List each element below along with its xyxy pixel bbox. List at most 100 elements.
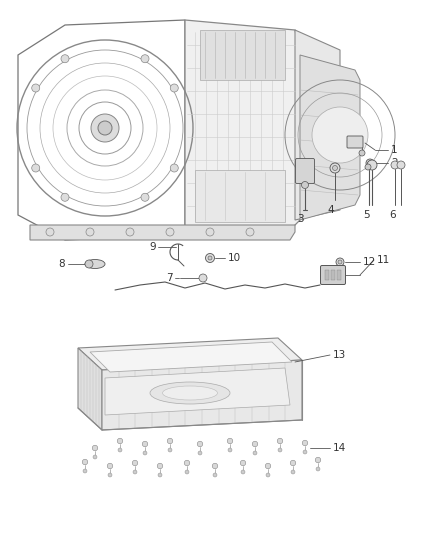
Circle shape <box>336 258 344 266</box>
Circle shape <box>367 160 377 170</box>
Circle shape <box>208 256 212 260</box>
Circle shape <box>158 473 162 477</box>
Bar <box>325 270 329 280</box>
Circle shape <box>108 473 112 477</box>
Text: 8: 8 <box>58 259 65 269</box>
Circle shape <box>32 164 40 172</box>
Circle shape <box>332 166 338 171</box>
Circle shape <box>290 461 296 466</box>
Text: 2: 2 <box>391 158 398 168</box>
Circle shape <box>185 470 189 474</box>
Circle shape <box>126 228 134 236</box>
Bar <box>337 270 341 280</box>
Circle shape <box>170 164 178 172</box>
Circle shape <box>312 107 368 163</box>
Circle shape <box>168 448 172 452</box>
Circle shape <box>316 467 320 471</box>
Circle shape <box>291 470 295 474</box>
Text: 14: 14 <box>333 443 346 453</box>
Circle shape <box>83 469 87 473</box>
Circle shape <box>368 161 372 165</box>
Circle shape <box>205 254 215 262</box>
Circle shape <box>132 461 138 466</box>
Polygon shape <box>30 225 295 240</box>
Polygon shape <box>90 342 292 372</box>
Circle shape <box>61 193 69 201</box>
Circle shape <box>266 473 270 477</box>
Circle shape <box>86 228 94 236</box>
Text: 6: 6 <box>390 210 396 220</box>
Circle shape <box>277 438 283 444</box>
Ellipse shape <box>150 382 230 404</box>
Circle shape <box>85 260 93 268</box>
Circle shape <box>141 55 149 63</box>
Circle shape <box>107 463 113 469</box>
Polygon shape <box>105 368 290 415</box>
Circle shape <box>61 55 69 63</box>
FancyBboxPatch shape <box>321 265 346 285</box>
Circle shape <box>206 228 214 236</box>
Ellipse shape <box>162 386 218 400</box>
Text: 5: 5 <box>364 210 370 220</box>
Text: 13: 13 <box>333 350 346 360</box>
Circle shape <box>157 463 163 469</box>
FancyBboxPatch shape <box>347 136 363 148</box>
Circle shape <box>278 448 282 452</box>
Text: 3: 3 <box>297 214 303 224</box>
Circle shape <box>391 161 399 169</box>
Circle shape <box>91 114 119 142</box>
Circle shape <box>330 163 340 173</box>
Circle shape <box>184 461 190 466</box>
Circle shape <box>338 260 342 264</box>
Text: 12: 12 <box>363 257 376 267</box>
Polygon shape <box>185 20 300 235</box>
Ellipse shape <box>85 260 105 269</box>
Circle shape <box>143 451 147 455</box>
Circle shape <box>93 455 97 459</box>
Circle shape <box>315 457 321 463</box>
Circle shape <box>92 445 98 451</box>
Circle shape <box>199 274 207 282</box>
Circle shape <box>46 228 54 236</box>
Circle shape <box>166 228 174 236</box>
Circle shape <box>365 164 371 170</box>
Circle shape <box>240 461 246 466</box>
Text: 10: 10 <box>228 253 241 263</box>
FancyBboxPatch shape <box>296 158 314 183</box>
Polygon shape <box>295 30 340 220</box>
Bar <box>200 30 285 80</box>
Circle shape <box>118 448 122 452</box>
Text: 4: 4 <box>328 205 334 215</box>
Circle shape <box>246 228 254 236</box>
Circle shape <box>213 473 217 477</box>
Circle shape <box>142 441 148 447</box>
Circle shape <box>82 459 88 465</box>
Circle shape <box>252 441 258 447</box>
Circle shape <box>253 451 257 455</box>
Circle shape <box>98 121 112 135</box>
Circle shape <box>228 448 232 452</box>
Text: 1: 1 <box>391 145 398 155</box>
Circle shape <box>366 159 374 167</box>
Circle shape <box>133 470 137 474</box>
Text: 11: 11 <box>377 255 390 265</box>
Circle shape <box>303 450 307 454</box>
Circle shape <box>397 161 405 169</box>
Circle shape <box>167 438 173 444</box>
Circle shape <box>32 84 40 92</box>
Polygon shape <box>300 55 360 220</box>
Bar <box>331 270 335 280</box>
Polygon shape <box>102 360 302 430</box>
Circle shape <box>241 470 245 474</box>
Circle shape <box>117 438 123 444</box>
Polygon shape <box>78 338 302 370</box>
Circle shape <box>301 182 308 189</box>
Circle shape <box>141 193 149 201</box>
Circle shape <box>227 438 233 444</box>
Circle shape <box>198 451 202 455</box>
Circle shape <box>359 150 365 156</box>
Text: 9: 9 <box>149 242 156 252</box>
Circle shape <box>302 440 308 446</box>
Circle shape <box>212 463 218 469</box>
Polygon shape <box>78 348 102 430</box>
